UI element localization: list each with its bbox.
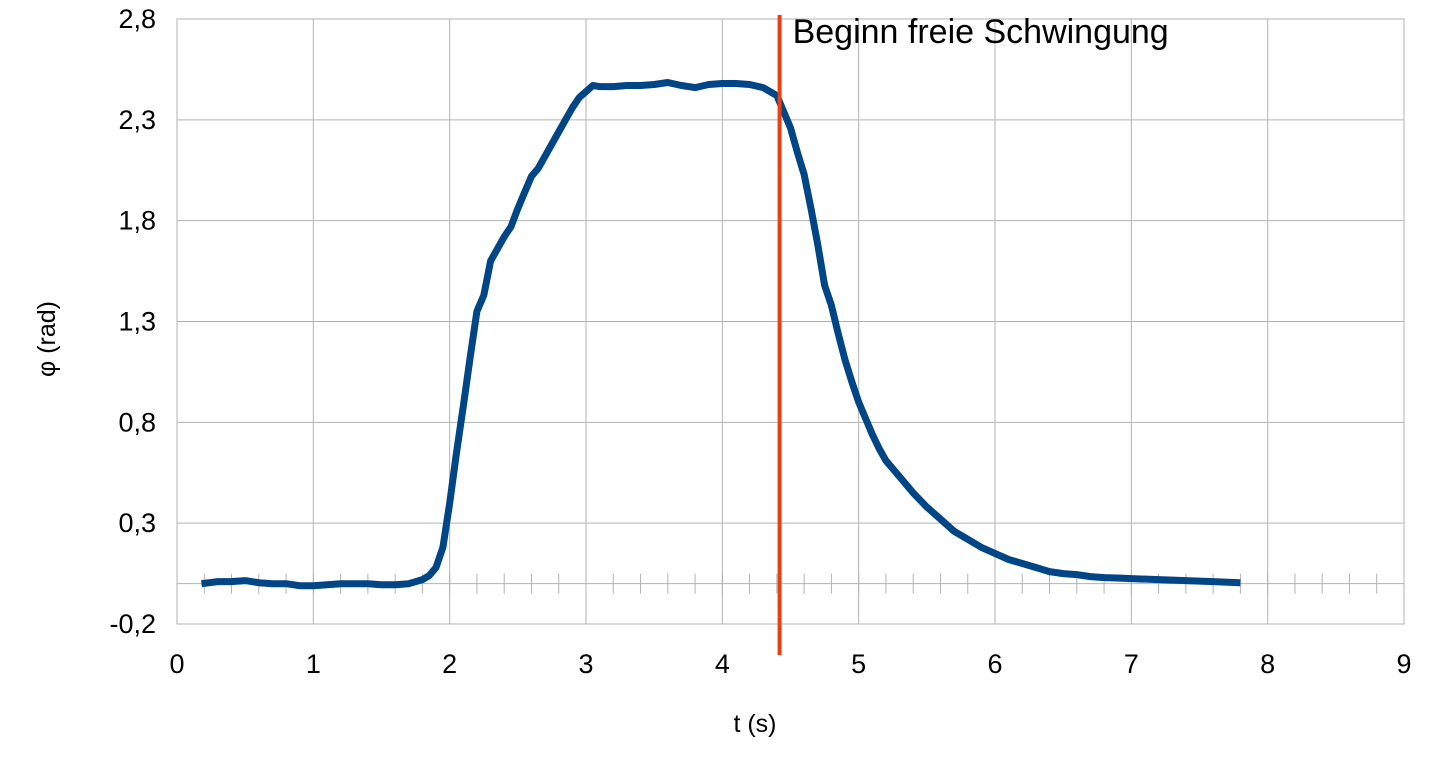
x-tick-label: 0 (169, 649, 184, 679)
annotation-layer: Beginn freie Schwingung (777, 13, 1169, 655)
y-tick-label: 1,8 (118, 206, 156, 236)
x-tick-label: 3 (578, 649, 593, 679)
x-axis-title: t (s) (733, 710, 776, 738)
y-tick-label: 1,3 (118, 307, 156, 337)
y-axis-title: φ (rad) (33, 301, 61, 377)
x-axis-tick-labels: 0 1 2 3 4 5 6 7 8 9 (169, 649, 1411, 679)
x-tick-label: 6 (987, 649, 1002, 679)
y-tick-label: 0,3 (118, 508, 156, 538)
x-tick-label: 7 (1124, 649, 1139, 679)
x-tick-label: 8 (1260, 649, 1275, 679)
y-tick-label: -0,2 (109, 609, 156, 639)
x-tick-label: 9 (1396, 649, 1411, 679)
series-layer (201, 79, 1241, 590)
x-tick-label: 1 (306, 649, 321, 679)
series-line (201, 79, 1241, 590)
y-tick-label: 2,8 (118, 4, 156, 34)
x-tick-label: 4 (715, 649, 730, 679)
grid (176, 18, 1405, 625)
x-tick-label: 2 (442, 649, 457, 679)
y-tick-label: 0,8 (118, 407, 156, 437)
y-tick-label: 2,3 (118, 105, 156, 135)
y-axis-tick-labels: -0,2 0,3 0,8 1,3 1,8 2,3 2,8 (109, 4, 156, 639)
free-oscillation-annotation: Beginn freie Schwingung (793, 13, 1169, 51)
x-tick-label: 5 (851, 649, 866, 679)
